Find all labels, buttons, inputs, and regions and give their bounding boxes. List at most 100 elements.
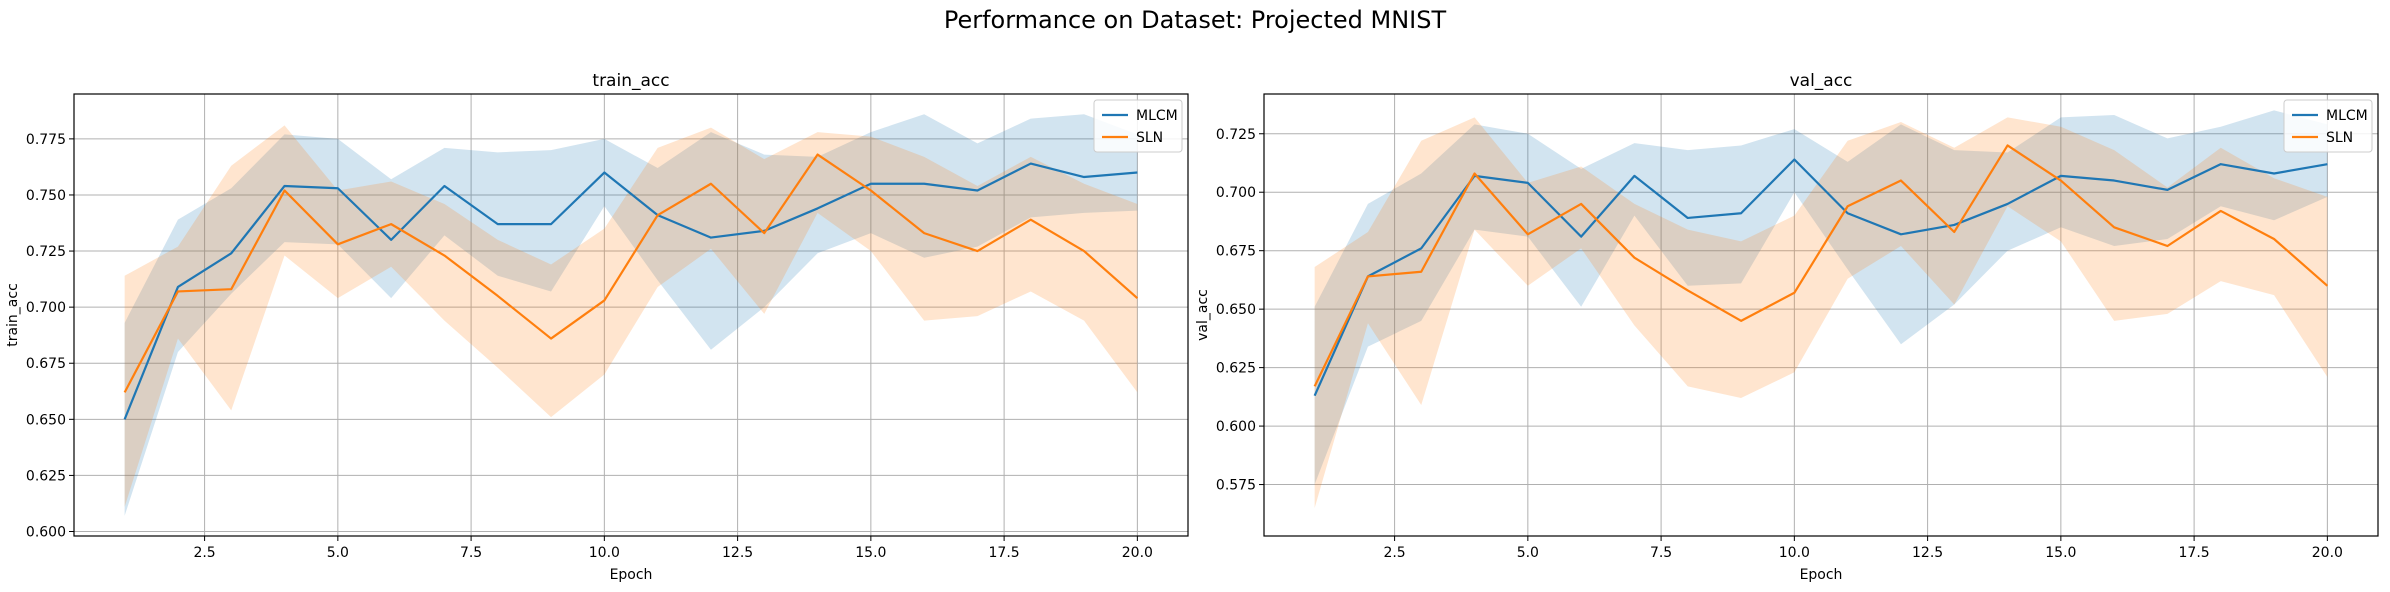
subplot-title: train_acc: [592, 71, 669, 91]
y-tick-label: 0.700: [26, 300, 66, 316]
confidence-band-MLCM: [124, 114, 1138, 516]
data-point-MLCM: [710, 236, 712, 238]
data-point-MLCM: [816, 207, 818, 209]
legend-label-MLCM: MLCM: [2326, 108, 2368, 124]
data-point-SLN: [870, 189, 872, 191]
series-line-SLN: [1313, 144, 2329, 387]
data-point-MLCM: [603, 171, 605, 173]
data-point-MLCM: [2113, 179, 2115, 181]
x-tick-label: 20.0: [2312, 545, 2343, 561]
x-axis-label: Epoch: [610, 567, 653, 583]
data-point-MLCM: [2006, 203, 2008, 205]
confidence-band-SLN: [124, 125, 1138, 507]
data-point-SLN: [1580, 203, 1582, 205]
y-tick-label: 0.600: [1216, 419, 1256, 435]
data-point-SLN: [337, 243, 339, 245]
data-point-SLN: [1740, 320, 1742, 322]
data-point-MLCM: [1793, 158, 1795, 160]
legend-label-MLCM: MLCM: [1136, 108, 1178, 124]
data-point-MLCM: [1030, 162, 1032, 164]
figure-title: Performance on Dataset: Projected MNIST: [943, 6, 1447, 34]
axes-frame: [73, 93, 1189, 537]
subplot-title: val_acc: [1790, 71, 1853, 91]
data-point-SLN: [1633, 257, 1635, 259]
data-point-MLCM: [1687, 217, 1689, 219]
data-point-MLCM: [923, 183, 925, 185]
x-tick-label: 7.5: [460, 545, 482, 561]
data-point-SLN: [390, 223, 392, 225]
plot-area: [1264, 94, 2378, 536]
y-tick-label: 0.675: [26, 356, 66, 372]
data-point-SLN: [283, 189, 285, 191]
data-point-SLN: [2113, 226, 2115, 228]
data-point-SLN: [816, 153, 818, 155]
x-tick-label: 12.5: [722, 545, 753, 561]
data-point-SLN: [2166, 245, 2168, 247]
subplot-train_acc: 2.5 5.0 7.5 10.0 12.5 15.0 17.5 20.0 0.600 0.625 0…: [5, 71, 1189, 583]
data-point-MLCM: [337, 187, 339, 189]
data-point-MLCM: [2273, 172, 2275, 174]
y-tick-label: 0.700: [1216, 185, 1256, 201]
data-point-MLCM: [1313, 394, 1315, 396]
y-tick-label: 0.625: [1216, 361, 1256, 377]
confidence-band-MLCM: [1314, 110, 2328, 485]
y-tick-label: 0.725: [26, 244, 66, 260]
data-point-MLCM: [1420, 247, 1422, 249]
data-point-SLN: [656, 214, 658, 216]
data-point-MLCM: [1900, 233, 1902, 235]
data-point-SLN: [497, 295, 499, 297]
data-point-SLN: [2326, 285, 2328, 287]
data-point-MLCM: [283, 185, 285, 187]
legend: MLCM SLN: [2283, 99, 2373, 153]
legend-box: [1093, 99, 1183, 153]
data-point-SLN: [1473, 172, 1475, 174]
y-tick-label: 0.725: [1216, 127, 1256, 143]
legend: MLCM SLN: [1093, 99, 1183, 153]
legend-label-SLN: SLN: [1136, 130, 1163, 146]
y-tick-label: 0.650: [26, 412, 66, 428]
plot-area: [74, 94, 1188, 536]
data-point-MLCM: [550, 223, 552, 225]
data-point-SLN: [550, 337, 552, 339]
data-point-MLCM: [177, 286, 179, 288]
data-point-SLN: [230, 288, 232, 290]
data-point-SLN: [177, 290, 179, 292]
data-point-SLN: [1083, 250, 1085, 252]
x-tick-label: 15.0: [855, 545, 886, 561]
data-point-SLN: [443, 254, 445, 256]
axes-frame: [1263, 93, 2379, 537]
x-tick-label: 5.0: [327, 545, 349, 561]
series-line-MLCM: [123, 162, 1138, 420]
legend-box: [2283, 99, 2373, 153]
data-point-SLN: [1846, 205, 1848, 207]
x-tick-label: 15.0: [2045, 545, 2076, 561]
data-point-MLCM: [230, 252, 232, 254]
x-tick-label: 20.0: [1122, 545, 1153, 561]
data-point-MLCM: [2060, 175, 2062, 177]
data-point-MLCM: [870, 183, 872, 185]
data-point-SLN: [2273, 238, 2275, 240]
data-point-SLN: [1793, 292, 1795, 294]
confidence-band-SLN: [1314, 117, 2328, 508]
x-tick-label: 7.5: [1650, 545, 1672, 561]
data-point-SLN: [1953, 231, 1955, 233]
x-tick-label: 5.0: [1517, 545, 1539, 561]
x-tick-label: 10.0: [1779, 545, 1810, 561]
data-point-MLCM: [1953, 224, 1955, 226]
data-point-MLCM: [1083, 176, 1085, 178]
data-point-MLCM: [497, 223, 499, 225]
x-tick-label: 2.5: [193, 545, 215, 561]
data-point-MLCM: [2326, 163, 2328, 165]
y-tick-label: 0.575: [1216, 478, 1256, 494]
data-point-SLN: [1367, 275, 1369, 277]
subplot-val_acc: 2.5 5.0 7.5 10.0 12.5 15.0 17.5 20.0 0.575 0.600 0…: [1195, 71, 2379, 583]
y-tick-label: 0.750: [26, 188, 66, 204]
y-tick-label: 0.650: [1216, 302, 1256, 318]
data-point-SLN: [2220, 210, 2222, 212]
data-point-MLCM: [1633, 175, 1635, 177]
data-point-SLN: [923, 232, 925, 234]
data-point-SLN: [763, 232, 765, 234]
series-line-SLN: [123, 153, 1139, 393]
x-tick-label: 12.5: [1912, 545, 1943, 561]
data-point-MLCM: [1740, 212, 1742, 214]
